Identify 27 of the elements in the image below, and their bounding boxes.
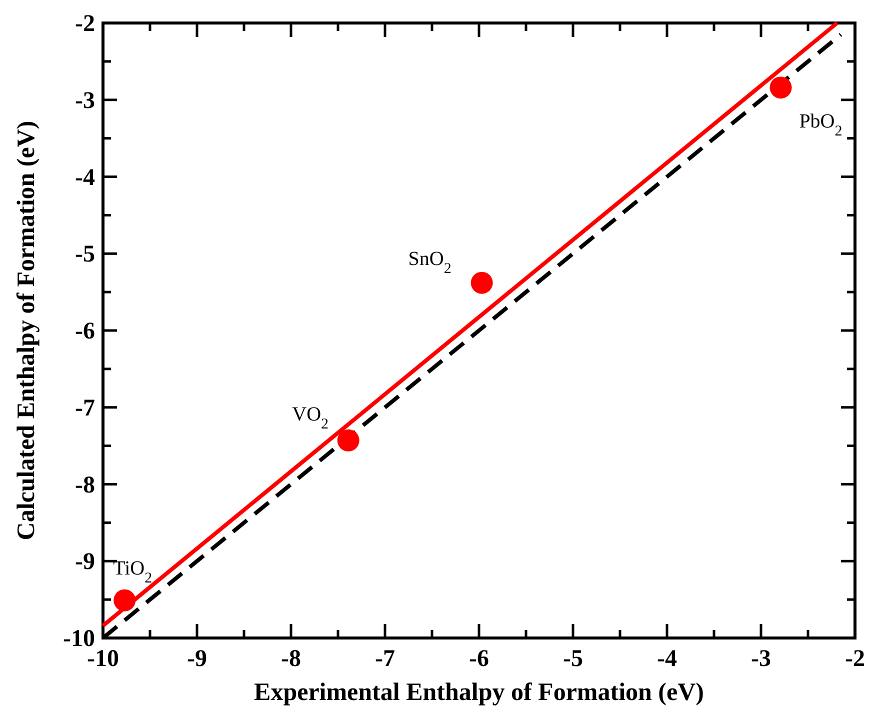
x-axis-title: Experimental Enthalpy of Formation (eV) <box>254 679 704 706</box>
y-tick-label: -3 <box>75 88 95 114</box>
y-axis-title: Calculated Enthalpy of Formation (eV) <box>13 120 40 540</box>
y-tick-label: -2 <box>75 11 95 37</box>
x-tick-label: -9 <box>187 646 207 672</box>
y-tick-label: -9 <box>75 549 95 576</box>
annotation: VO$_{2}$ <box>292 403 329 432</box>
y-tick-label: -7 <box>75 395 95 422</box>
x-tick-label: -5 <box>563 646 583 672</box>
point <box>337 429 360 452</box>
annotation: TiO$_{2}$ <box>113 557 152 586</box>
annotation: PbO$_{2}$ <box>799 110 842 140</box>
point <box>470 272 493 294</box>
x-tick-label: -3 <box>751 646 771 672</box>
annotation: SnO$_{2}$ <box>408 248 452 277</box>
point <box>114 589 136 612</box>
y-tick-label: -4 <box>75 164 95 191</box>
x-tick-label: -7 <box>375 646 395 672</box>
y-tick-label: -10 <box>63 626 95 652</box>
x-tick-label: -4 <box>657 646 677 672</box>
y-tick-label: -6 <box>75 318 95 344</box>
point <box>770 76 792 99</box>
y-tick-label: -5 <box>75 242 95 268</box>
y-tick-label: -8 <box>75 472 95 498</box>
x-tick-label: -8 <box>281 646 301 672</box>
x-tick-label: -2 <box>845 646 865 672</box>
x-tick-label: -6 <box>469 646 489 672</box>
